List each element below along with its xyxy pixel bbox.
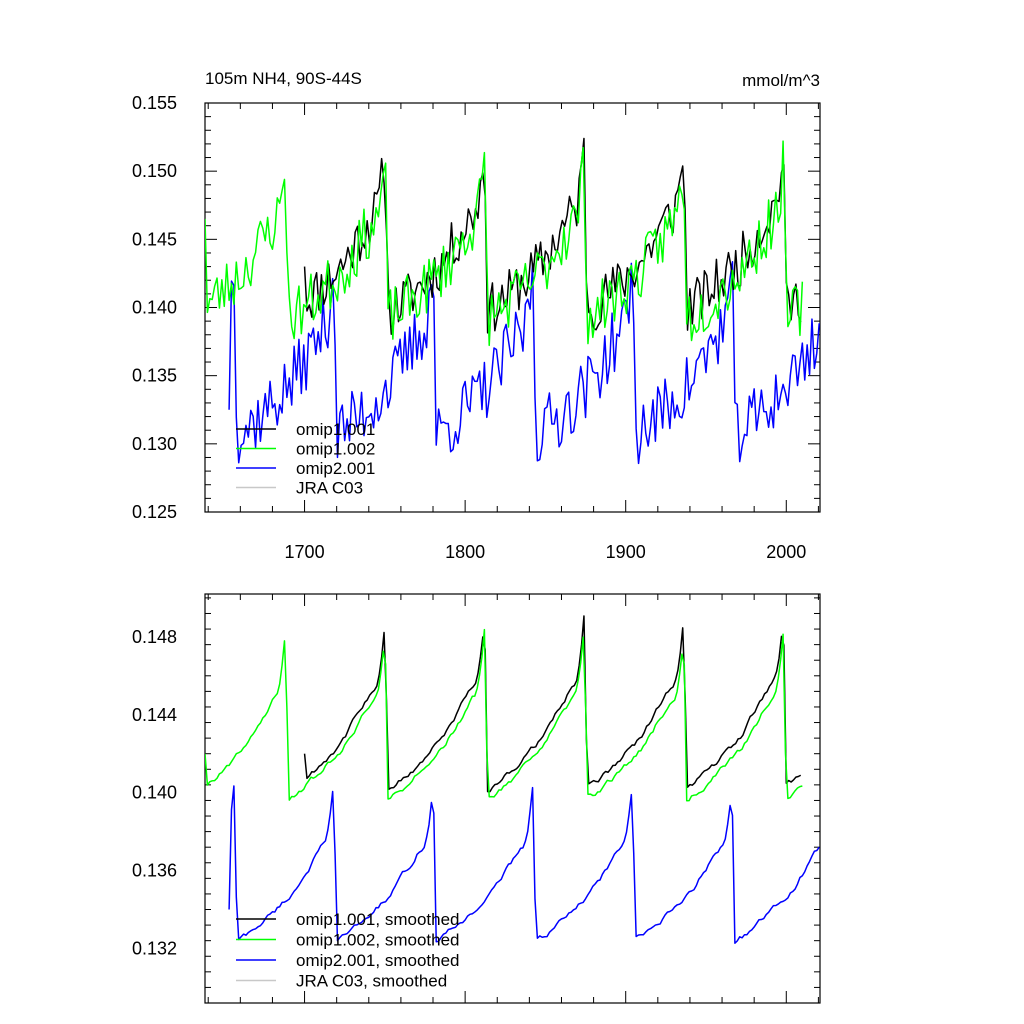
chart-panel-2: 0.132 0.136 0.140 0.144 0.148 omip1.001, smoo… bbox=[132, 593, 821, 1004]
y-tick-label: 0.145 bbox=[132, 229, 177, 249]
legend-label: omip1.001, smoothed bbox=[296, 910, 460, 929]
series-line-omip1-002-smoothed bbox=[205, 628, 803, 802]
legend-label: omip1.002 bbox=[296, 440, 375, 459]
y-tick-label: 0.136 bbox=[132, 861, 177, 881]
legend: omip1.001, smoothed omip1.002, smoothedom… bbox=[236, 910, 460, 991]
legend-label: omip2.001, smoothed bbox=[296, 951, 460, 970]
chart-units: mmol/m^3 bbox=[742, 71, 820, 90]
y-tick-label: 0.150 bbox=[132, 161, 177, 181]
y-tick-label: 0.132 bbox=[132, 938, 177, 958]
chart-panel-1: 0.125 0.130 0.135 0.140 0.145 0.150 0.155 1700 1… bbox=[132, 69, 821, 562]
y-tick-label: 0.148 bbox=[132, 627, 177, 647]
chart-title: 105m NH4, 90S-44S bbox=[205, 69, 362, 88]
plot-frame bbox=[204, 593, 821, 1004]
series-line-omip1-002 bbox=[205, 140, 804, 347]
series-lines bbox=[205, 137, 820, 465]
legend-label: JRA C03, smoothed bbox=[296, 972, 447, 991]
legend-label: omip1.002, smoothed bbox=[296, 931, 460, 950]
series-line-omip2-001 bbox=[228, 261, 820, 465]
y-tick-label: 0.135 bbox=[132, 366, 177, 386]
y-tick-label: 0.140 bbox=[132, 298, 177, 318]
series-lines bbox=[205, 615, 820, 945]
y-tick-label: 0.140 bbox=[132, 783, 177, 803]
x-tick-label: 1900 bbox=[606, 542, 646, 562]
y-tick-label: 0.155 bbox=[132, 93, 177, 113]
x-tick-label: 1700 bbox=[285, 542, 325, 562]
y-tick-label: 0.144 bbox=[132, 705, 177, 725]
y-tick-label: 0.125 bbox=[132, 502, 177, 522]
legend-label: JRA C03 bbox=[296, 479, 363, 498]
legend-label: omip2.001 bbox=[296, 459, 375, 478]
x-tick-label: 2000 bbox=[766, 542, 806, 562]
x-tick-label: 1800 bbox=[445, 542, 485, 562]
y-tick-label: 0.130 bbox=[132, 434, 177, 454]
series-line-omip2-001-smoothed bbox=[228, 785, 820, 945]
legend-label: omip1.001 bbox=[296, 420, 375, 439]
